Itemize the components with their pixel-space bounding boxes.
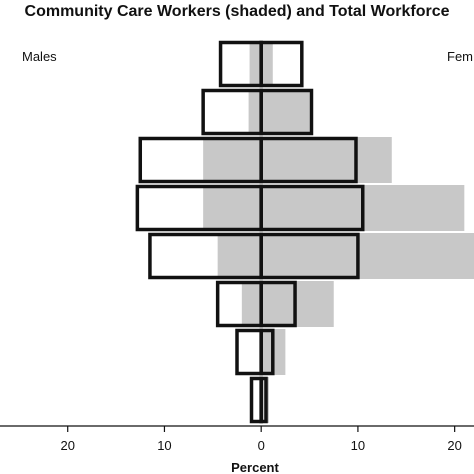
outline-bars-layer [135,40,365,424]
outline-bar-female-2 [259,136,358,184]
x-axis-label: Percent [231,460,279,474]
shaded-bar-male-3 [203,185,262,231]
shaded-bar-female-2 [261,137,392,183]
chart-title: Community Care Workers (shaded) and Tota… [25,3,450,20]
shaded-bar-male-4 [217,233,262,279]
shaded-bars-layer [203,41,474,423]
shaded-bar-female-5 [261,281,334,327]
shaded-bar-male-5 [241,281,262,327]
shaded-bar-female-4 [261,233,474,279]
shaded-bar-male-0 [249,41,262,87]
left-side-label: Males [22,49,57,64]
shaded-bar-male-2 [203,137,262,183]
outline-bar-female-1 [259,88,314,136]
outline-bar-female-5 [259,280,297,328]
shaded-bar-male-1 [248,89,262,135]
outline-bar-female-4 [259,232,360,280]
outline-bar-male-6 [235,328,263,376]
shaded-bar-female-1 [261,89,310,135]
x-tick-label-2: 0 [258,438,265,453]
outline-bar-female-6 [259,328,275,376]
shaded-bar-female-0 [261,41,273,87]
x-tick-label-1: 10 [157,438,171,453]
x-tick-label-0: 20 [60,438,74,453]
right-side-label: Fem [447,49,473,64]
x-tick-label-4: 20 [447,438,461,453]
outline-bar-female-0 [259,40,304,88]
outline-bar-female-7 [259,376,268,424]
x-tick-label-3: 10 [351,438,365,453]
outline-bar-female-3 [259,184,365,232]
x-axis: 20 10 0 10 20 [0,425,474,453]
